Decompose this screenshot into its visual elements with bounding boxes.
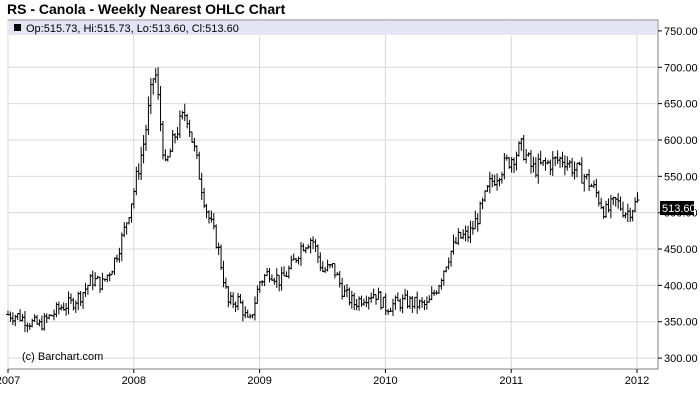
y-tick-label: 300.00 [664,353,698,365]
y-tick-label: 600.00 [664,135,698,147]
y-tick-label: 750.00 [664,26,698,38]
y-tick-label: 650.00 [664,99,698,111]
x-axis-labels: 2007 2008 2009 2010 2011 2012 [0,369,649,387]
ohlc-legend-bg [9,21,657,35]
x-tick-label: 2010 [373,375,397,387]
y-tick-label: 450.00 [664,244,698,256]
y-tick-label: 350.00 [664,317,698,329]
x-tick-label: 2011 [499,375,523,387]
ohlc-readout: Op:515.73, Hi:515.73, Lo:513.60, Cl:513.… [26,23,239,35]
watermark: (c) Barchart.com [22,351,103,363]
x-tick-label: 2008 [122,375,146,387]
x-tick-label: 2012 [625,375,649,387]
plot-area [7,19,659,370]
legend-swatch [14,24,21,31]
y-axis-labels: 300.00350.00400.00450.00500.00550.00600.… [658,26,698,365]
x-tick-label: 2007 [0,375,20,387]
price-bars [6,67,640,333]
chart-title: RS - Canola - Weekly Nearest OHLC Chart [7,1,286,17]
x-tick-label: 2009 [247,375,271,387]
y-tick-label: 550.00 [664,171,698,183]
last-price-badge-bg [660,201,694,215]
y-tick-label: 700.00 [664,62,698,74]
y-tick-label: 400.00 [664,280,698,292]
last-price-badge: 513.60 [662,203,696,215]
